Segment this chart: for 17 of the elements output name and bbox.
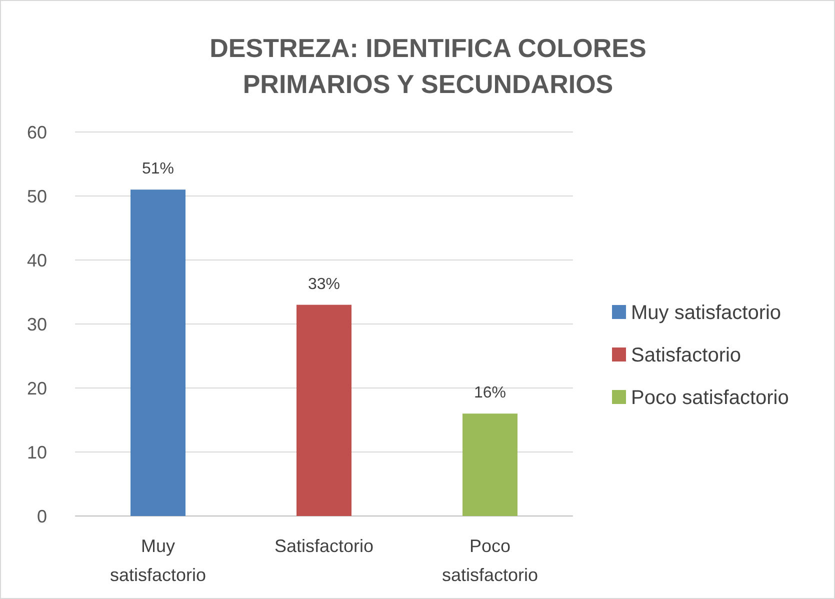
x-tick-label: Muy satisfactorio <box>110 536 206 585</box>
data-label: 16% <box>474 384 506 402</box>
x-tick-label: Satisfactorio <box>274 536 374 556</box>
legend-label: Poco satisfactorio <box>631 387 789 409</box>
y-tick-label: 50 <box>26 186 47 206</box>
legend-label: Satisfactorio <box>631 344 742 366</box>
y-tick-label: 0 <box>36 506 47 526</box>
data-label: 33% <box>308 276 340 293</box>
y-tick-label: 30 <box>26 314 47 334</box>
chart-title: DESTREZA: IDENTIFICA COLORES PRIMARIOS Y SECUNDARIOS <box>210 33 646 99</box>
y-tick-label: 40 <box>26 250 47 270</box>
y-tick-label: 10 <box>26 442 47 462</box>
x-tick-label: Poco satisfactorio <box>442 536 538 585</box>
data-label: 51% <box>142 160 174 178</box>
legend-label: Muy satisfactorio <box>631 302 782 324</box>
y-tick-label: 60 <box>26 122 47 142</box>
y-tick-label: 20 <box>26 378 47 398</box>
